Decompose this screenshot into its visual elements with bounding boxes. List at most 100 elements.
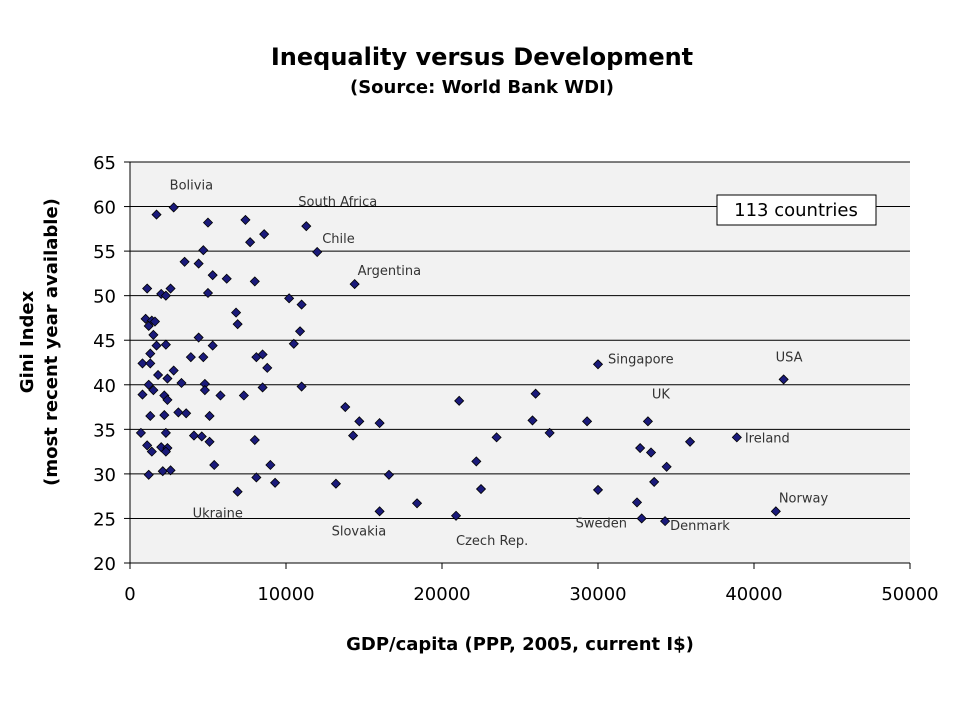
y-tick-label: 35: [93, 420, 116, 441]
data-point: [731, 432, 742, 443]
data-point: [149, 316, 161, 327]
y-tick-label: 40: [93, 376, 116, 397]
data-point: [202, 287, 214, 299]
data-point: [411, 498, 423, 509]
count-box: [716, 194, 877, 226]
data-point: [249, 434, 260, 446]
data-point: [196, 431, 207, 442]
data-point: [649, 476, 660, 487]
data-point: [294, 326, 306, 337]
data-point: [221, 273, 232, 284]
data-point: [188, 430, 200, 441]
x-tick-label: 30000: [569, 584, 626, 605]
data-point: [330, 478, 341, 489]
data-point: [202, 217, 214, 228]
y-tick-label: 50: [93, 287, 116, 308]
data-point: [348, 430, 359, 441]
data-point: [157, 466, 168, 477]
x-axis-title: GDP/capita (PPP, 2005, current I$): [346, 634, 694, 655]
data-point: [642, 416, 653, 427]
data-point: [207, 270, 218, 281]
data-point: [257, 349, 268, 360]
x-tick-labels: 0 10000 20000 30000 40000 50000: [124, 584, 938, 605]
data-point: [143, 469, 154, 480]
data-point: [259, 229, 270, 240]
annotation-label: South Africa: [298, 195, 377, 210]
data-point: [288, 338, 299, 349]
data-point: [383, 469, 395, 480]
data-point: [204, 410, 215, 422]
annotation-label: USA: [776, 350, 803, 365]
data-point: [374, 418, 385, 429]
data-point: [240, 214, 251, 225]
data-point: [173, 407, 184, 418]
x-tick-label: 50000: [881, 584, 938, 605]
data-point: [193, 332, 204, 343]
data-point: [232, 486, 243, 497]
count-label: 113 countries: [734, 200, 858, 221]
x-tick-label: 0: [124, 584, 135, 605]
annotation-label: Ireland: [745, 431, 790, 446]
data-point: [165, 465, 176, 476]
data-point: [374, 506, 385, 517]
data-point: [204, 436, 215, 447]
data-point: [143, 379, 154, 390]
y-tick-label: 30: [93, 465, 116, 486]
annotation-label: Singapore: [608, 352, 674, 367]
annotation-label: Chile: [322, 232, 355, 247]
data-point: [270, 477, 281, 488]
data-point: [207, 340, 218, 351]
data-point: [179, 256, 190, 267]
y-tick-label: 60: [93, 198, 116, 219]
data-point: [491, 432, 502, 443]
data-point: [238, 390, 249, 401]
annotation-label: UK: [652, 387, 671, 402]
data-point: [770, 506, 781, 517]
y-tick-label: 25: [93, 509, 116, 530]
data-point: [475, 483, 487, 495]
annotation-label: Bolivia: [170, 178, 213, 193]
annotation-label: Denmark: [670, 519, 730, 534]
annotation-label: Czech Rep.: [456, 534, 528, 549]
axes: [124, 161, 911, 569]
data-point: [145, 358, 156, 369]
annotation-label: Slovakia: [332, 524, 387, 539]
data-point: [296, 381, 307, 392]
data-point: [215, 390, 226, 401]
data-point: [168, 365, 179, 376]
data-point: [198, 352, 209, 363]
data-point: [181, 408, 192, 419]
data-point: [660, 516, 671, 527]
annotation-label: Sweden: [576, 516, 627, 531]
data-point: [245, 237, 256, 248]
annotation-label: Argentina: [358, 264, 421, 279]
data-point: [340, 401, 351, 413]
data-point: [582, 416, 593, 427]
data-point: [645, 447, 657, 458]
data-point: [471, 456, 482, 467]
data-point: [148, 385, 159, 396]
data-point: [145, 410, 156, 422]
y-tick-label: 20: [93, 554, 116, 575]
data-point: [160, 427, 171, 438]
data-point: [249, 276, 260, 287]
data-point: [162, 373, 173, 384]
data-point: [592, 484, 604, 495]
data-point: [199, 385, 210, 396]
chart-title: Inequality versus Development: [271, 43, 693, 71]
data-point: [257, 382, 268, 393]
data-point: [251, 472, 262, 483]
data-point: [160, 446, 171, 457]
data-point: [193, 258, 204, 269]
annotation-label: Ukraine: [193, 507, 243, 522]
gridlines: [130, 161, 910, 519]
data-point: [635, 442, 646, 454]
annotation-labels: Bolivia South Africa Chile Argentina Singapo…: [170, 178, 829, 548]
data-point: [160, 339, 171, 350]
data-point: [684, 436, 696, 447]
data-point: [145, 348, 156, 359]
data-point: [636, 513, 647, 524]
data-point: [137, 358, 148, 369]
data-point: [153, 369, 164, 381]
data-point: [148, 329, 159, 340]
